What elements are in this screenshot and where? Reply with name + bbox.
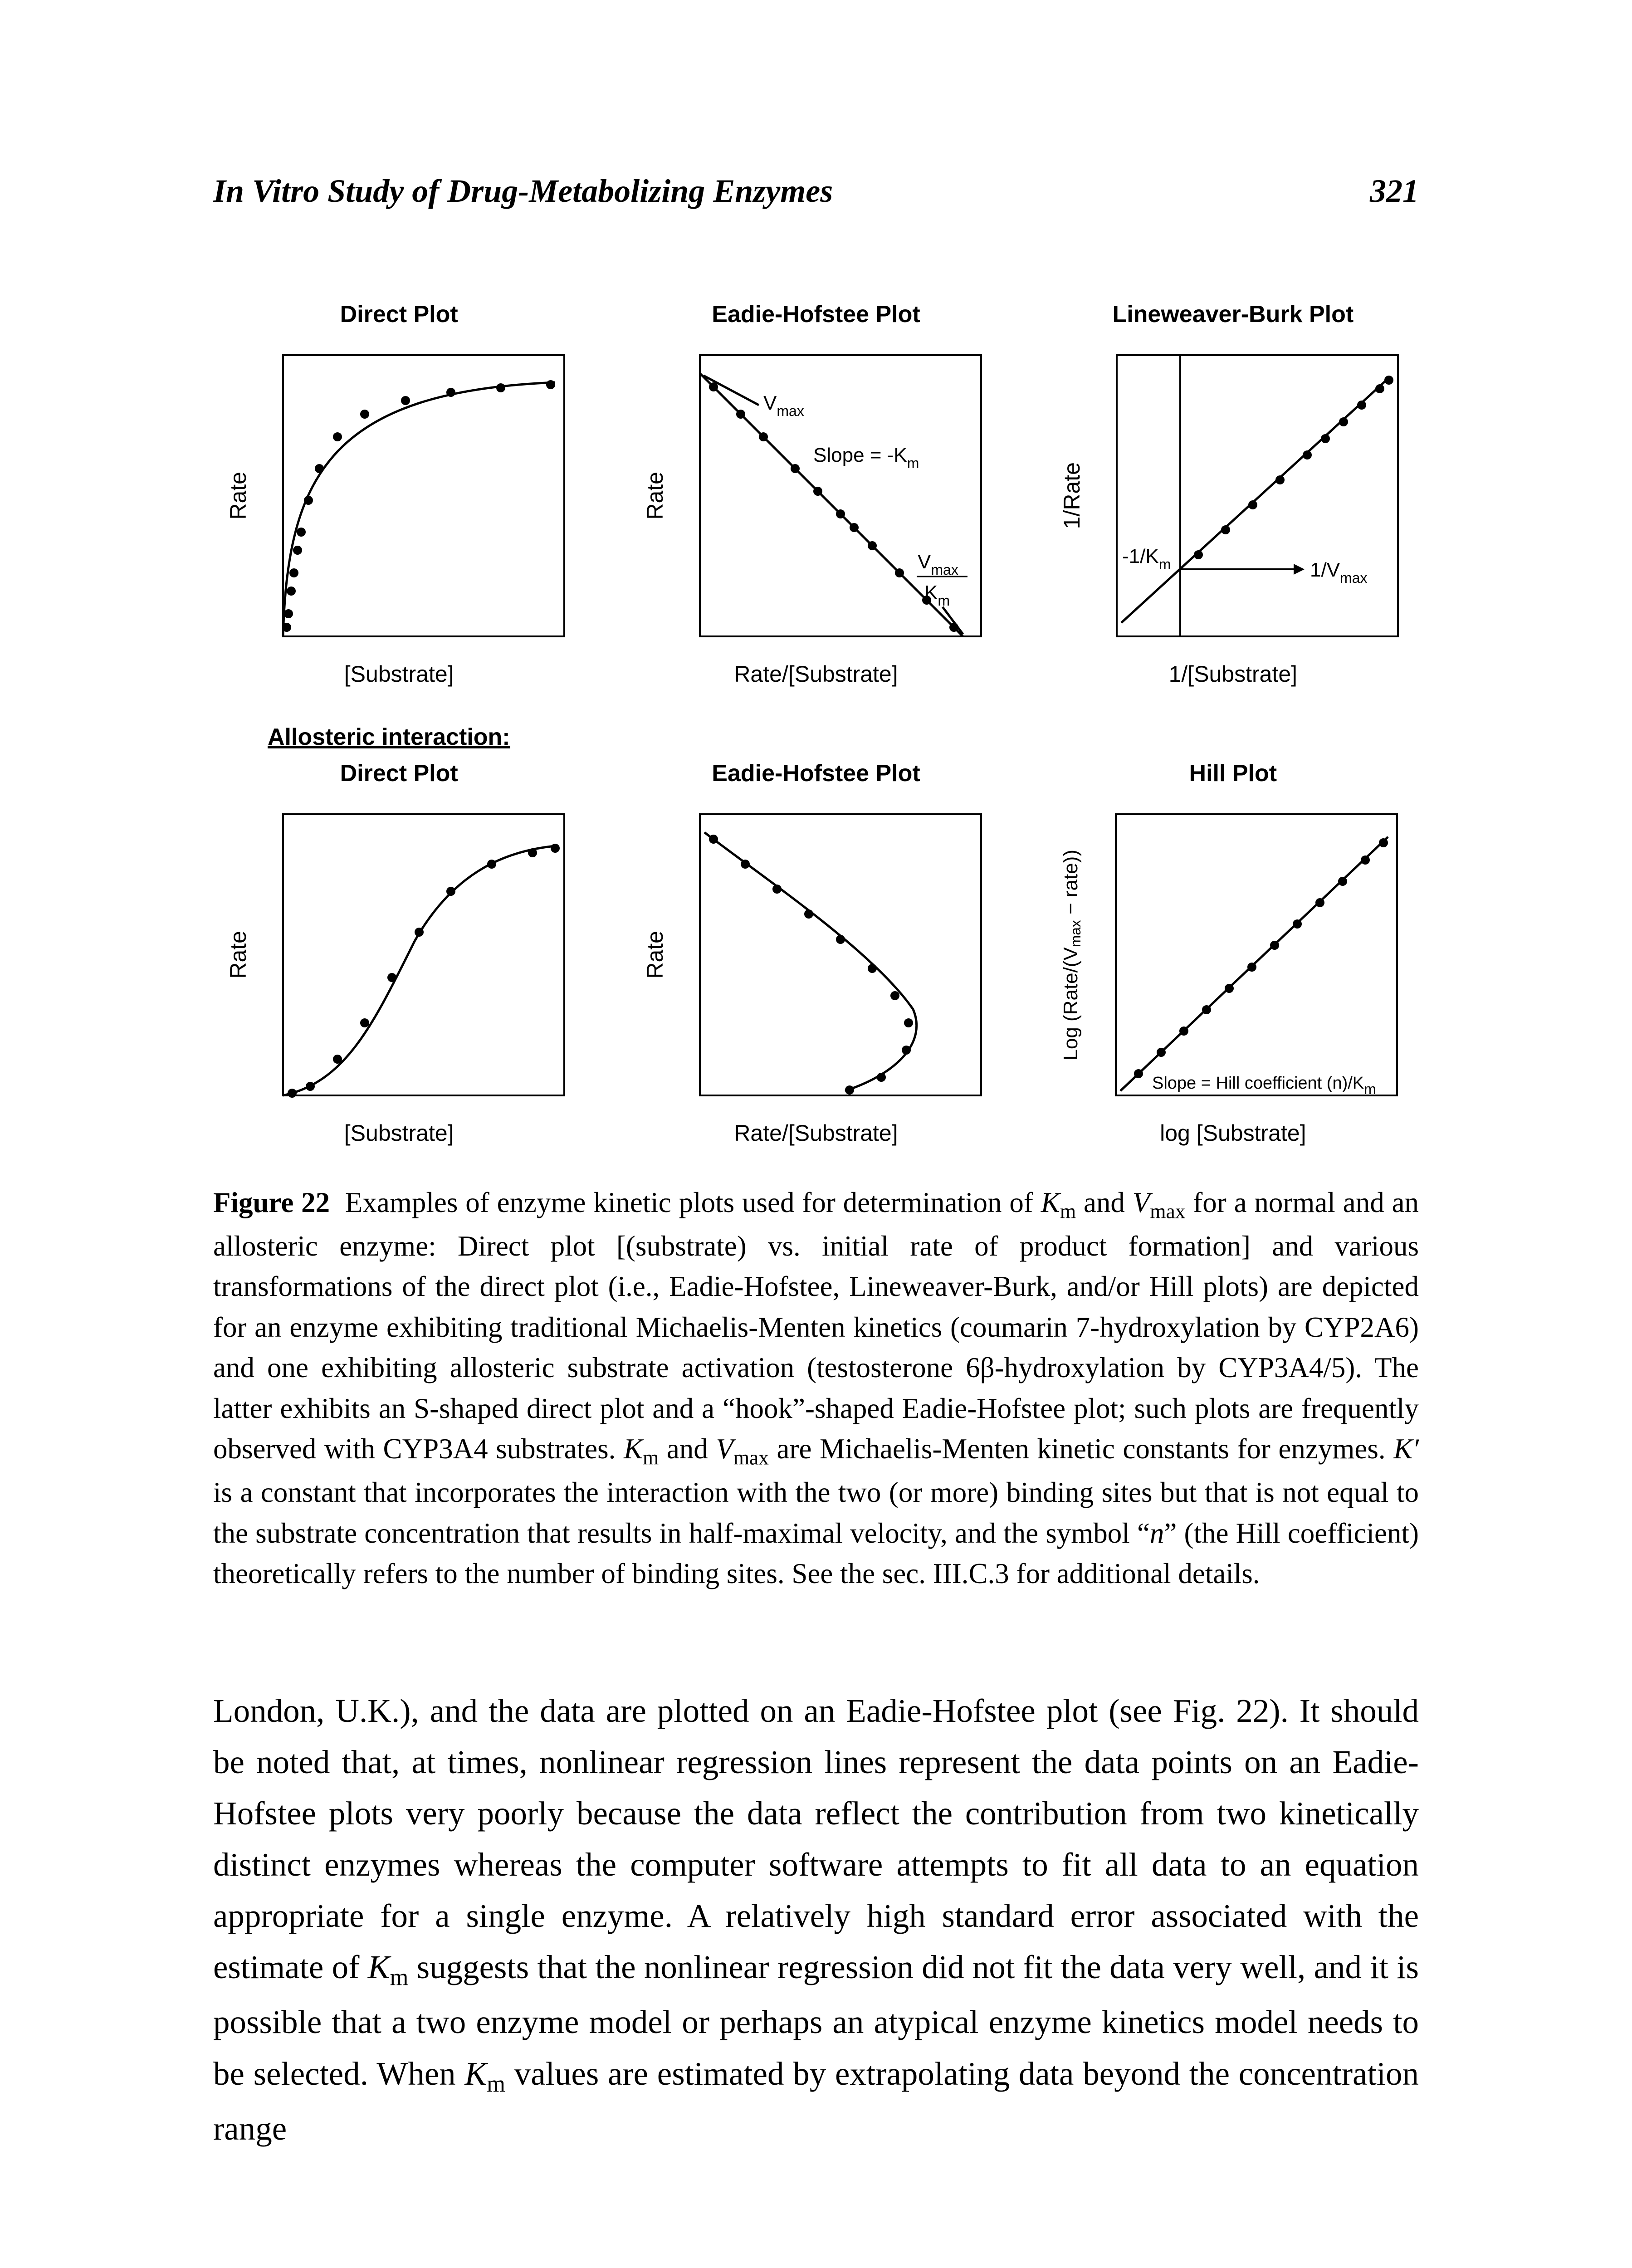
ylabel-allo-direct: Rate <box>225 931 251 979</box>
ylabel-eadie: Rate <box>642 472 668 520</box>
xlabel-hill: log [Substrate] <box>1160 1120 1306 1146</box>
xlabel-direct: [Substrate] <box>344 661 454 687</box>
xlabel-lw: 1/[Substrate] <box>1169 661 1298 687</box>
plot-grid: Direct Plot Rate [Substrate] Eadie-Hofst… <box>213 301 1419 1146</box>
plot-title-allo-direct: Direct Plot <box>340 760 458 787</box>
plot-title-allo-eadie: Eadie-Hofstee Plot <box>712 760 920 787</box>
ratio-top: Vmax <box>918 551 958 578</box>
plot-title-direct: Direct Plot <box>340 301 458 328</box>
points-allo-eadie <box>709 835 913 1095</box>
vmax-label: Vmax <box>763 392 804 419</box>
plot-allo-direct: Direct Plot Rate [Substrate] <box>213 760 585 1146</box>
page-number: 321 <box>1370 172 1419 210</box>
svg-direct <box>256 337 573 655</box>
xlabel-eadie: Rate/[Substrate] <box>734 661 898 687</box>
points-allo-direct <box>288 844 560 1098</box>
ylabel-allo-eadie: Rate <box>642 931 668 979</box>
plot-title-hill: Hill Plot <box>1189 760 1277 787</box>
svg-eadie: Vmax Slope = -Km Vmax Km <box>673 337 990 655</box>
page-header: In Vitro Study of Drug-Metabolizing Enzy… <box>213 172 1419 210</box>
plot-lineweaver: Lineweaver-Burk Plot 1/Rate -1/Km 1/Vmax… <box>1047 301 1419 687</box>
hill-slope-label: Slope = Hill coefficient (n)/Km <box>1152 1074 1376 1097</box>
caption-label: Figure 22 <box>213 1187 330 1218</box>
svg-allo-eadie <box>673 796 990 1114</box>
svg-lw: -1/Km 1/Vmax <box>1090 337 1407 655</box>
xlabel-allo-direct: [Substrate] <box>344 1120 454 1146</box>
one-vmax-label: 1/Vmax <box>1310 559 1368 586</box>
plot-eadie: Eadie-Hofstee Plot Rate Vmax Slope = -Km… <box>630 301 1002 687</box>
plot-allo-eadie: Eadie-Hofstee Plot Rate Rate/[Substrate] <box>630 760 1002 1146</box>
running-head: In Vitro Study of Drug-Metabolizing Enzy… <box>213 172 833 210</box>
ratio-bot: Km <box>924 582 950 609</box>
points-lw <box>1194 376 1393 559</box>
allosteric-heading: Allosteric interaction: <box>213 723 1419 751</box>
points-direct <box>282 380 555 632</box>
figure-22: Direct Plot Rate [Substrate] Eadie-Hofst… <box>213 301 1419 1594</box>
neg1km-label: -1/Km <box>1122 545 1171 572</box>
figure-caption: Figure 22 Examples of enzyme kinetic plo… <box>213 1183 1419 1594</box>
xlabel-allo-eadie: Rate/[Substrate] <box>734 1120 898 1146</box>
svg-hill: Slope = Hill coefficient (n)/Km <box>1089 796 1406 1114</box>
svg-allo-direct <box>256 796 573 1114</box>
ylabel-direct: Rate <box>225 472 251 520</box>
plot-title-eadie: Eadie-Hofstee Plot <box>712 301 920 328</box>
caption-text: Examples of enzyme kinetic plots used fo… <box>213 1187 1419 1589</box>
plot-direct: Direct Plot Rate [Substrate] <box>213 301 585 687</box>
plot-title-lw: Lineweaver-Burk Plot <box>1112 301 1353 328</box>
body-paragraph: London, U.K.), and the data are plotted … <box>213 1685 1419 2154</box>
ylabel-lw: 1/Rate <box>1059 462 1085 529</box>
slope-label: Slope = -Km <box>813 444 919 471</box>
ylabel-hill: Log (Rate/(Vmax − rate)) <box>1060 850 1084 1061</box>
plot-hill: Hill Plot Log (Rate/(Vmax − rate)) Slope… <box>1047 760 1419 1146</box>
